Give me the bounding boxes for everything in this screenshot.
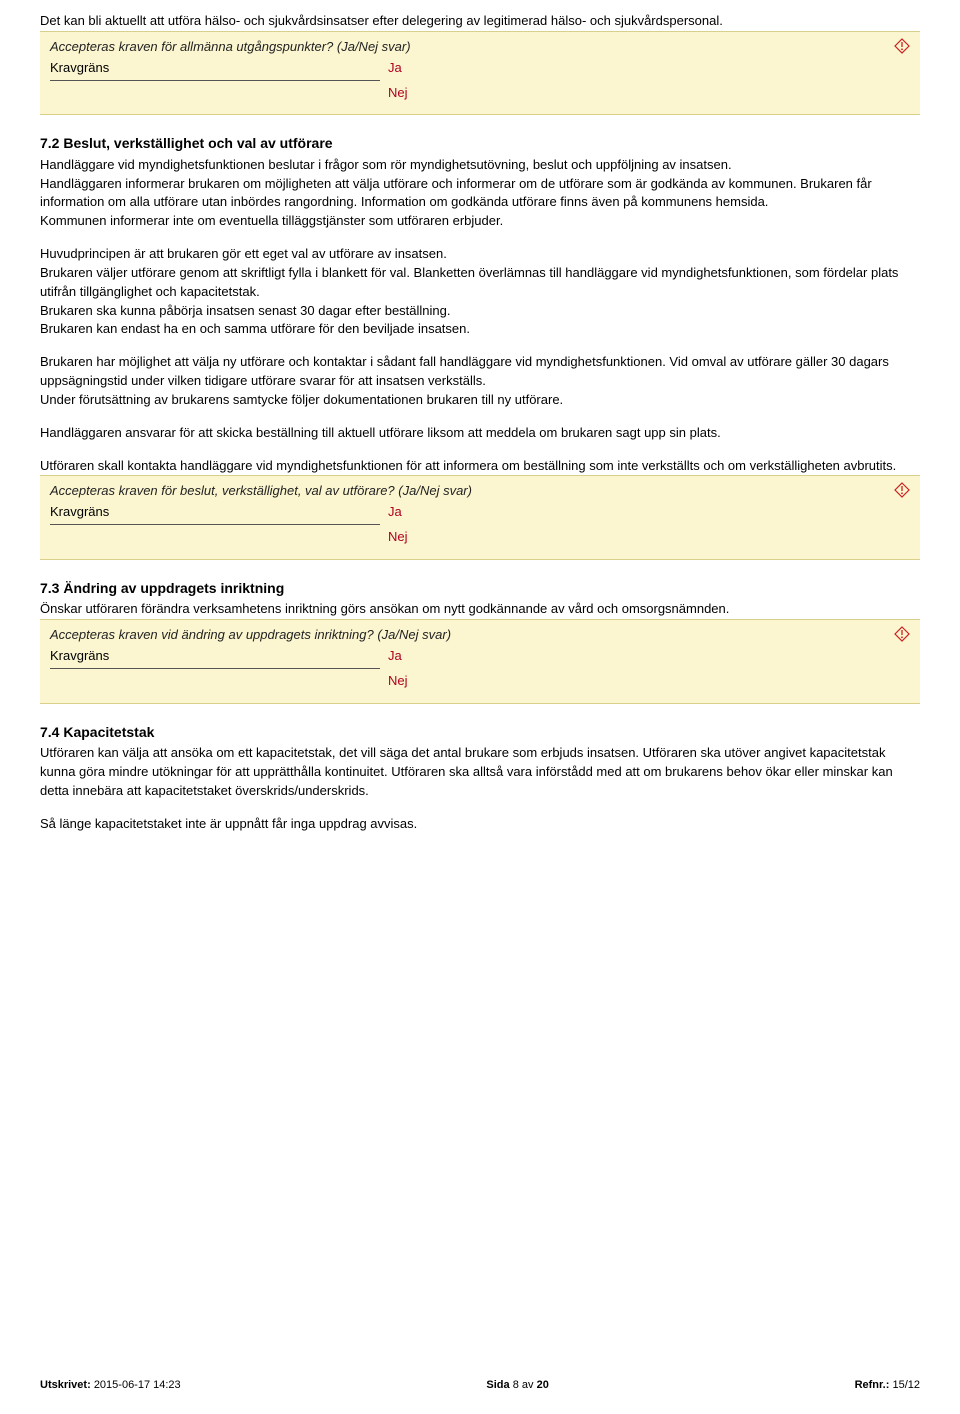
warning-icon — [894, 38, 910, 54]
footer-sida-label: Sida — [486, 1379, 509, 1391]
warning-icon — [894, 482, 910, 498]
s72-p8: Brukaren har möjlighet att välja ny utfö… — [40, 353, 920, 391]
footer-total: 20 — [537, 1379, 549, 1391]
s72-p5: Brukaren väljer utförare genom att skrif… — [40, 264, 920, 302]
footer-refnr-label: Refnr.: — [855, 1379, 890, 1391]
footer-utskrivet-label: Utskrivet: — [40, 1379, 91, 1391]
section-7-3-heading: 7.3 Ändring av uppdragets inriktning — [40, 578, 920, 598]
footer-utskrivet-value: 2015-06-17 14:23 — [94, 1379, 181, 1391]
s72-p4: Huvudprincipen är att brukaren gör ett e… — [40, 245, 920, 264]
answer-column: Ja Nej — [380, 647, 408, 697]
kravgrans-label: Kravgräns — [50, 503, 380, 525]
kravgrans-label: Kravgräns — [50, 59, 380, 81]
s72-p3: Kommunen informerar inte om eventuella t… — [40, 212, 920, 231]
question-box-2: Accepteras kraven för beslut, verkställi… — [40, 475, 920, 560]
footer-page: 8 — [513, 1379, 519, 1391]
question-box-1: Accepteras kraven för allmänna utgångspu… — [40, 31, 920, 116]
answer-nej: Nej — [388, 672, 408, 691]
s72-p6: Brukaren ska kunna påbörja insatsen sena… — [40, 302, 920, 321]
question-text: Accepteras kraven för beslut, verkställi… — [50, 482, 590, 501]
kravgrans-label: Kravgräns — [50, 647, 380, 669]
answer-ja: Ja — [388, 59, 408, 78]
footer-right: Refnr.: 15/12 — [855, 1378, 920, 1394]
answer-nej: Nej — [388, 84, 408, 103]
footer-av: av — [522, 1379, 534, 1391]
s73-p1: Önskar utföraren förändra verksamhetens … — [40, 600, 920, 619]
answer-column: Ja Nej — [380, 59, 408, 109]
question-text: Accepteras kraven för allmänna utgångspu… — [50, 38, 590, 57]
footer-left: Utskrivet: 2015-06-17 14:23 — [40, 1378, 181, 1394]
question-text: Accepteras kraven vid ändring av uppdrag… — [50, 626, 590, 645]
answer-nej: Nej — [388, 528, 408, 547]
s72-p10: Handläggaren ansvarar för att skicka bes… — [40, 424, 920, 443]
s72-p7: Brukaren kan endast ha en och samma utfö… — [40, 320, 920, 339]
s72-p1: Handläggare vid myndighetsfunktionen bes… — [40, 156, 920, 175]
footer-center: Sida 8 av 20 — [486, 1378, 548, 1394]
s74-p1: Utföraren kan välja att ansöka om ett ka… — [40, 744, 920, 801]
section-7-2-heading: 7.2 Beslut, verkställighet och val av ut… — [40, 133, 920, 153]
footer-refnr-value: 15/12 — [892, 1379, 920, 1391]
s74-p2: Så länge kapacitetstaket inte är uppnått… — [40, 815, 920, 834]
answer-column: Ja Nej — [380, 503, 408, 553]
section-7-4-heading: 7.4 Kapacitetstak — [40, 722, 920, 742]
s72-p11: Utföraren skall kontakta handläggare vid… — [40, 457, 920, 476]
question-box-3: Accepteras kraven vid ändring av uppdrag… — [40, 619, 920, 704]
answer-ja: Ja — [388, 503, 408, 522]
warning-icon — [894, 626, 910, 642]
s72-p9: Under förutsättning av brukarens samtyck… — [40, 391, 920, 410]
s72-p2: Handläggaren informerar brukaren om möjl… — [40, 175, 920, 213]
answer-ja: Ja — [388, 647, 408, 666]
intro-paragraph: Det kan bli aktuellt att utföra hälso- o… — [40, 12, 920, 31]
page-footer: Utskrivet: 2015-06-17 14:23 Sida 8 av 20… — [40, 1378, 920, 1394]
